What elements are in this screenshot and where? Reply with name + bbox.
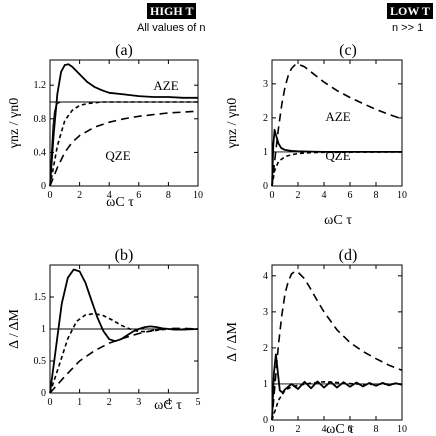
x-tick-label: 0 bbox=[270, 424, 275, 435]
annotation-qze: QZE bbox=[325, 148, 350, 163]
y-tick-label: 0 bbox=[263, 415, 268, 426]
y-tick-label: 0 bbox=[41, 181, 46, 192]
x-tick-label: 10 bbox=[397, 424, 407, 435]
y-tick-label: 0 bbox=[41, 388, 46, 399]
series-line-thin bbox=[49, 101, 198, 187]
y-tick-label: 1 bbox=[263, 147, 268, 158]
annotation-aze: AZE bbox=[325, 109, 350, 124]
y-tick-label: 1.5 bbox=[34, 292, 47, 303]
y-tick-label: 1.2 bbox=[34, 80, 47, 91]
plot-frame bbox=[49, 59, 199, 187]
plot-frame bbox=[271, 264, 403, 421]
x-tick-label: 4 bbox=[322, 424, 327, 435]
high-t-badge: HIGH T bbox=[147, 3, 197, 19]
y-tick-label: 0.4 bbox=[34, 147, 47, 158]
x-tick-label: 4 bbox=[107, 190, 112, 201]
annotation-aze: AZE bbox=[153, 78, 178, 93]
x-tick-label: 8 bbox=[166, 190, 171, 201]
chart-panel-0: 0 2 4 6 8 10 0 0.4 0.8 1.2 (a) ωC τ γnz / γn0 AZE QZE bbox=[7, 42, 203, 210]
y-tick-label: 4 bbox=[263, 271, 268, 282]
annotation-qze: QZE bbox=[105, 148, 130, 163]
y-tick-label: 3 bbox=[263, 307, 268, 318]
series-line-long-dash bbox=[271, 63, 403, 187]
y-tick-label: 0.8 bbox=[34, 114, 47, 125]
series-line-long-dash bbox=[49, 110, 199, 187]
x-axis-label: ωC τ bbox=[324, 213, 352, 228]
chart-panel-1: 0 1 2 3 4 5 0 0.5 1 1.5 (b) ωC τ Δ / ΔM bbox=[7, 247, 201, 413]
x-tick-label: 8 bbox=[374, 424, 379, 435]
y-axis-label: Δ / ΔM bbox=[7, 309, 22, 349]
series-line-long-dash bbox=[49, 327, 199, 394]
x-tick-label: 4 bbox=[322, 190, 327, 201]
y-tick-label: 0 bbox=[263, 181, 268, 192]
panel-label: (a) bbox=[115, 42, 133, 59]
plot-frame bbox=[271, 59, 403, 187]
y-axis-label: Δ / ΔM bbox=[225, 322, 240, 362]
y-tick-label: 1 bbox=[263, 379, 268, 390]
chart-panel-2: 0 2 4 6 8 10 0 1 2 3 (c) ωC τ γnz / γn0 AZE QZE bbox=[225, 42, 407, 228]
y-axis-label: γnz / γn0 bbox=[225, 98, 240, 149]
x-axis-label: ωC τ bbox=[154, 398, 182, 413]
x-tick-label: 2 bbox=[296, 190, 301, 201]
high-t-note: All values of n bbox=[137, 22, 206, 34]
x-axis-label: ωC τ bbox=[106, 195, 134, 210]
series-line-short-dash bbox=[271, 380, 402, 421]
y-tick-label: 0.5 bbox=[34, 356, 47, 367]
y-tick-label: 2 bbox=[263, 113, 268, 124]
y-tick-label: 2 bbox=[263, 343, 268, 354]
series-line-solid bbox=[49, 63, 198, 187]
x-tick-label: 8 bbox=[374, 190, 379, 201]
chart-panel-3: 0 2 4 6 8 10 0 1 2 3 4 (d) ωC τ Δ / ΔM bbox=[225, 247, 407, 436]
x-tick-label: 2 bbox=[296, 424, 301, 435]
x-tick-label: 2 bbox=[77, 190, 82, 201]
series-line-short-dash bbox=[49, 101, 198, 187]
x-tick-label: 6 bbox=[348, 424, 353, 435]
x-tick-label: 0 bbox=[48, 190, 53, 201]
series-line-long-dash bbox=[271, 270, 403, 421]
x-tick-label: 0 bbox=[48, 397, 53, 408]
y-tick-label: 1 bbox=[41, 324, 46, 335]
x-tick-label: 2 bbox=[107, 397, 112, 408]
x-tick-label: 10 bbox=[397, 190, 407, 201]
x-tick-label: 3 bbox=[136, 397, 141, 408]
low-t-badge: LOW T bbox=[387, 3, 433, 19]
x-axis-label: ωC τ bbox=[326, 422, 354, 436]
y-axis-label: γnz / γn0 bbox=[7, 98, 22, 149]
panel-label: (c) bbox=[339, 42, 357, 59]
x-tick-label: 0 bbox=[270, 190, 275, 201]
series-line-short-dash bbox=[49, 312, 198, 394]
x-tick-label: 5 bbox=[196, 397, 201, 408]
series-line-solid bbox=[271, 353, 403, 421]
x-tick-label: 1 bbox=[77, 397, 82, 408]
x-tick-label: 6 bbox=[136, 190, 141, 201]
panel-label: (b) bbox=[115, 247, 134, 264]
x-tick-label: 10 bbox=[193, 190, 203, 201]
low-t-note: n >> 1 bbox=[392, 22, 424, 34]
x-tick-label: 4 bbox=[166, 397, 171, 408]
panel-label: (d) bbox=[339, 247, 358, 264]
series-line-solid bbox=[271, 128, 402, 187]
y-tick-label: 3 bbox=[263, 79, 268, 90]
x-tick-label: 6 bbox=[348, 190, 353, 201]
